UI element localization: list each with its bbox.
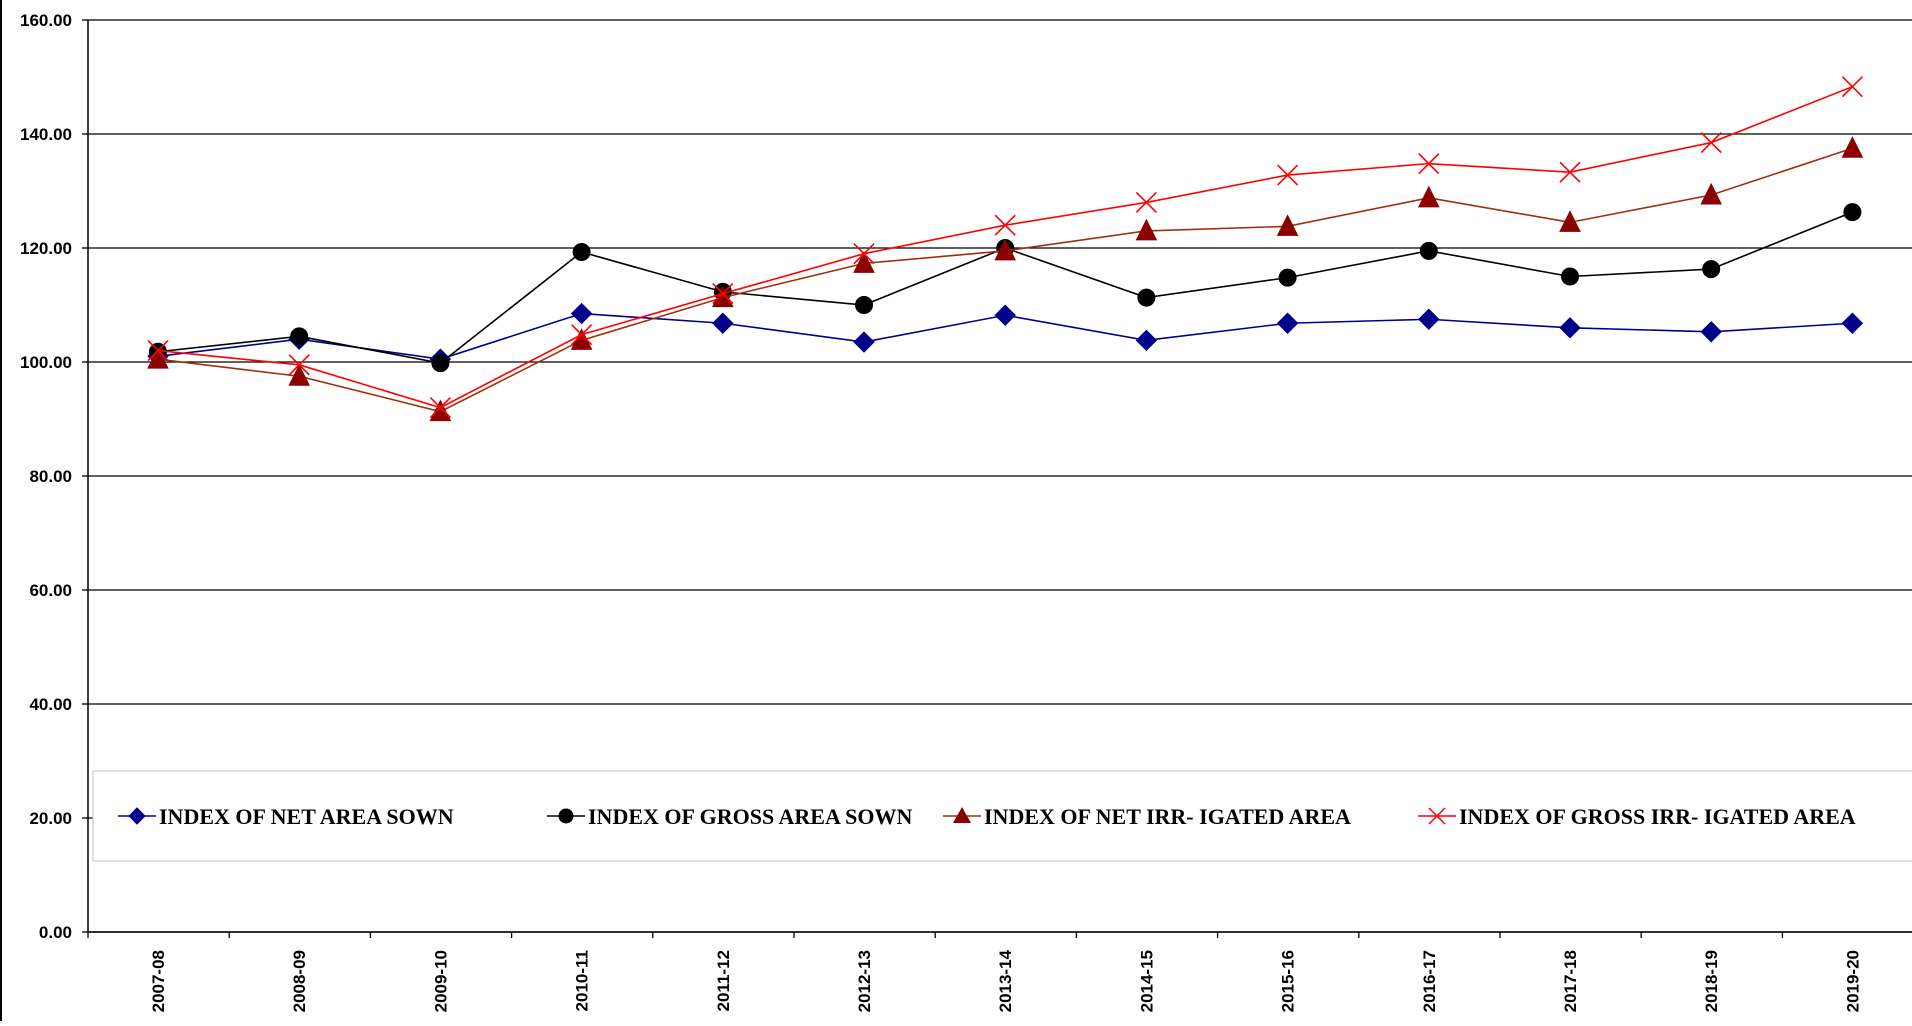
series-line [157, 211, 1853, 364]
data-point [288, 354, 310, 376]
x-tick-label: 2018-19 [1702, 950, 1721, 1012]
series-3 [147, 136, 1864, 422]
data-point [431, 354, 450, 373]
data-point [1700, 321, 1722, 343]
data-point [572, 242, 591, 261]
data-point [855, 296, 873, 314]
data-point [290, 327, 309, 346]
x-tick-label: 2008-09 [290, 950, 309, 1012]
data-point [853, 243, 875, 265]
data-point [1276, 214, 1299, 236]
data-point [429, 397, 451, 419]
legend-x-marker [1428, 807, 1446, 825]
legend-diamond-marker [128, 807, 146, 825]
series-1 [147, 302, 1864, 370]
data-point [1418, 308, 1440, 330]
data-point [1419, 241, 1438, 260]
series [147, 76, 1864, 422]
data-point [712, 283, 734, 305]
data-point [1559, 161, 1581, 183]
data-point [570, 302, 593, 325]
data-point [1277, 164, 1299, 186]
y-tick-label: 80.00 [29, 467, 72, 486]
data-point [1841, 76, 1863, 98]
series-2 [149, 203, 1862, 373]
legend-triangle-marker [953, 807, 971, 823]
data-point [147, 340, 169, 362]
legend-label: INDEX OF NET AREA SOWN [159, 804, 454, 829]
data-point [1841, 136, 1864, 158]
x-tick-label: 2014-15 [1137, 950, 1156, 1012]
data-point [1135, 191, 1157, 213]
data-point [853, 251, 875, 273]
y-tick-label: 0.00 [39, 923, 72, 942]
y-tick-label: 60.00 [29, 581, 72, 600]
data-point [288, 364, 311, 386]
data-point [429, 399, 452, 422]
data-point [1843, 203, 1862, 222]
x-tick-label: 2017-18 [1561, 950, 1580, 1012]
data-point [994, 238, 1017, 261]
data-point [853, 331, 875, 353]
legend-entry: INDEX OF NET AREA SOWN [118, 804, 454, 829]
x-tick-label: 2016-17 [1420, 950, 1439, 1012]
x-tick-label: 2009-10 [431, 950, 450, 1012]
data-point [1135, 218, 1158, 241]
x-tick-label: 2012-13 [855, 950, 874, 1012]
data-point [1559, 210, 1581, 232]
y-tick-label: 20.00 [29, 809, 72, 828]
data-point [712, 312, 734, 334]
data-point [711, 285, 734, 308]
data-point [1137, 288, 1156, 307]
legend-entry: INDEX OF GROSS AREA SOWN [547, 804, 912, 829]
legend-circle-marker [558, 808, 574, 824]
data-point [147, 347, 169, 369]
legend: INDEX OF NET AREA SOWN INDEX OF GROSS ARE… [92, 770, 1912, 862]
data-point [1276, 312, 1299, 334]
y-tick-label: 160.00 [20, 11, 72, 30]
series-line [157, 147, 1853, 413]
legend-entry: INDEX OF NET IRR- IGATED AREA [943, 804, 1351, 829]
y-tick-label: 40.00 [29, 695, 72, 714]
data-point [1561, 267, 1579, 286]
y-tick-label: 120.00 [20, 239, 72, 258]
x-axis-ticks: 2007-08 2008-09 2009-10 2010-11 2011-12 2012-… [87, 932, 1862, 1012]
data-point [1841, 312, 1864, 334]
data-point [1135, 329, 1158, 352]
data-point [1702, 260, 1721, 279]
x-tick-label: 2011-12 [714, 950, 733, 1011]
legend-box [92, 770, 1912, 862]
x-tick-label: 2010-11 [573, 950, 592, 1011]
x-tick-label: 2019-20 [1843, 950, 1862, 1012]
x-tick-label: 2013-14 [996, 949, 1015, 1012]
legend-label: INDEX OF GROSS AREA SOWN [588, 804, 912, 829]
data-point [1418, 153, 1440, 175]
data-point [994, 214, 1016, 236]
series-4 [147, 76, 1863, 419]
data-point [1700, 131, 1722, 154]
data-point [1700, 182, 1723, 205]
x-tick-label: 2007-08 [149, 950, 168, 1012]
x-tick-label: 2015-16 [1279, 950, 1298, 1012]
legend-label: INDEX OF NET IRR- IGATED AREA [984, 804, 1351, 829]
data-point [994, 304, 1016, 326]
legend-label: INDEX OF GROSS IRR- IGATED AREA [1459, 804, 1856, 829]
data-point [1559, 317, 1581, 339]
y-axis-ticks: 0.00 20.00 40.00 60.00 80.00 100.00 120.00 140.… [20, 11, 88, 942]
data-point [571, 324, 593, 346]
y-tick-label: 100.00 [20, 353, 72, 372]
legend-entry: INDEX OF GROSS IRR- IGATED AREA [1418, 804, 1856, 829]
data-point [1417, 185, 1440, 208]
data-point [1278, 268, 1297, 287]
y-tick-label: 140.00 [20, 125, 72, 144]
